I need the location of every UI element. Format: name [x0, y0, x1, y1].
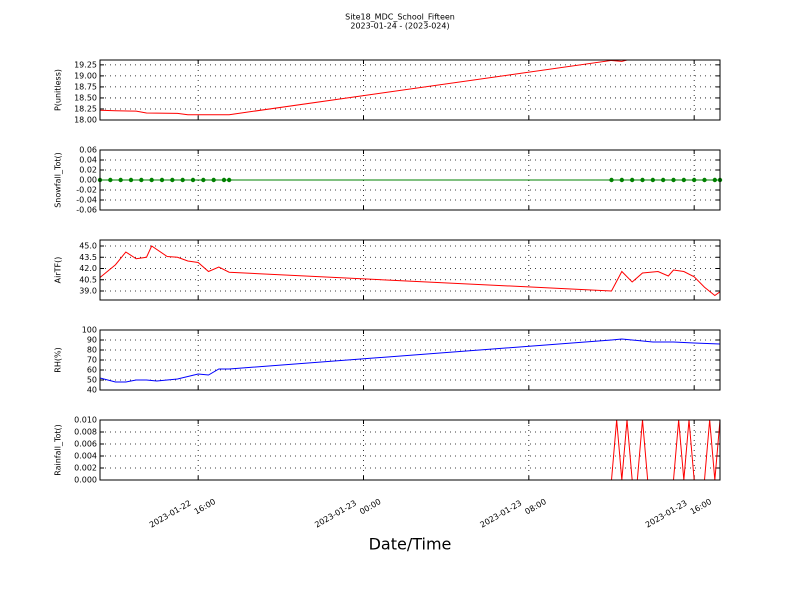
data-point: [108, 177, 113, 183]
y-tick-label: 18.00: [74, 116, 97, 125]
plot-frame: [99, 59, 721, 121]
plot-frame: [99, 149, 721, 211]
y-tick-label: 0.008: [74, 428, 97, 437]
y-tick-label: 19.25: [74, 60, 97, 69]
data-point: [640, 177, 645, 183]
y-tick-label: 42.0: [79, 264, 97, 273]
data-point: [712, 177, 718, 183]
y-tick-label: 70: [87, 356, 97, 365]
data-point: [702, 177, 707, 183]
y-tick-label: 45.0: [79, 242, 97, 251]
y-tick-label: 0.04: [79, 156, 97, 165]
plot-frame: [99, 329, 721, 391]
y-tick-label: 0.00: [79, 176, 97, 185]
data-point: [159, 177, 165, 183]
y-axis-label: Snowfall_Tot(): [54, 152, 63, 208]
data-point: [629, 177, 635, 183]
y-tick-label: 18.25: [74, 104, 97, 113]
y-tick-label: 40.5: [79, 275, 97, 284]
y-tick-label: -0.04: [76, 196, 97, 205]
plot-frame: [99, 419, 721, 481]
y-tick-label: 100: [82, 326, 97, 335]
data-point: [660, 177, 666, 183]
y-tick-label: 39.0: [79, 287, 97, 296]
data-line: [100, 338, 720, 383]
y-tick-label: 0.004: [74, 452, 97, 461]
y-tick-label: 50: [87, 376, 97, 385]
data-point: [118, 177, 123, 183]
y-tick-label: 60: [87, 366, 97, 375]
chart-subtitle: 2023-01-24 - (2023-024): [350, 22, 449, 31]
data-point: [681, 177, 687, 183]
y-tick-label: 0.010: [74, 416, 97, 425]
y-tick-label: 43.5: [79, 253, 97, 262]
y-tick-label: 80: [87, 346, 97, 355]
y-tick-label: 18.50: [74, 93, 97, 102]
x-tick-label: 2023-01-2308:00: [478, 487, 547, 539]
x-tick-label: 2023-01-2300:00: [313, 487, 382, 539]
y-tick-label: 0.000: [74, 476, 97, 485]
data-point: [170, 177, 175, 183]
data-point: [201, 177, 206, 183]
y-axis-label: P(unitless): [54, 69, 63, 111]
plot-frame: [99, 239, 721, 301]
data-line: [100, 245, 720, 297]
data-point: [180, 177, 185, 183]
y-tick-label: 0.02: [79, 166, 97, 175]
y-tick-label: 18.75: [74, 82, 97, 91]
data-point: [149, 177, 154, 183]
data-point: [139, 177, 144, 183]
data-line: [100, 420, 720, 480]
x-axis-label: Date/Time: [369, 535, 452, 554]
data-point: [619, 177, 625, 183]
data-point: [190, 177, 196, 183]
y-tick-label: -0.06: [76, 206, 97, 215]
y-axis-label: RH(%): [54, 347, 63, 372]
x-tick-label: 2023-01-2216:00: [148, 487, 217, 539]
data-point: [609, 177, 614, 183]
y-tick-label: -0.02: [76, 186, 97, 195]
data-point: [691, 177, 697, 183]
y-axis-label: Rainfall_Tot(): [54, 424, 63, 476]
data-point: [128, 177, 134, 183]
y-tick-label: 40: [87, 386, 97, 395]
y-tick-label: 90: [87, 336, 97, 345]
y-tick-label: 0.002: [74, 464, 97, 473]
data-line: [100, 60, 629, 116]
data-point: [211, 177, 216, 183]
data-point: [226, 177, 232, 183]
y-tick-label: 0.06: [79, 146, 97, 155]
data-point: [671, 177, 676, 183]
chart-title: Site18_MDC_School_Fifteen: [345, 13, 455, 22]
y-tick-label: 19.00: [74, 71, 97, 80]
y-axis-label: AirTF(): [54, 257, 63, 284]
data-point: [650, 177, 656, 183]
data-point: [221, 177, 227, 183]
x-tick-label: 2023-01-2316:00: [644, 487, 713, 539]
y-tick-label: 0.006: [74, 440, 97, 449]
